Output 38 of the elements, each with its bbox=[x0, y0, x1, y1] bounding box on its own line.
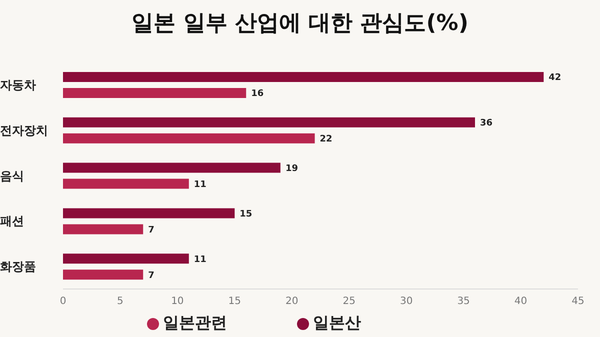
bar bbox=[63, 208, 235, 218]
x-tick-label: 45 bbox=[572, 296, 584, 308]
bar bbox=[63, 162, 280, 173]
x-tick-label: 25 bbox=[342, 296, 356, 308]
x-tick-label: 30 bbox=[400, 296, 413, 308]
bar bbox=[63, 117, 475, 128]
x-tick-label: 0 bbox=[60, 296, 66, 308]
data-label: 7 bbox=[148, 225, 154, 236]
y-tick-label: 화장품 bbox=[0, 260, 36, 274]
data-label: 16 bbox=[251, 89, 264, 100]
bar bbox=[63, 224, 144, 234]
legend-label: 일본산 bbox=[313, 313, 361, 332]
data-label: 15 bbox=[240, 209, 252, 220]
data-label: 11 bbox=[194, 180, 206, 190]
bar bbox=[63, 133, 315, 144]
data-label: 42 bbox=[548, 73, 562, 84]
x-tick-label: 35 bbox=[457, 296, 470, 308]
bar bbox=[63, 178, 189, 189]
chart-title: 일본 일부 산업에 대한 관심도(%) bbox=[130, 10, 470, 38]
x-tick-label: 15 bbox=[228, 296, 242, 308]
legend-label: 일본관련 bbox=[163, 313, 227, 332]
x-tick-label: 20 bbox=[286, 296, 298, 308]
bar bbox=[63, 88, 246, 98]
y-tick-label: 자동차 bbox=[0, 78, 36, 92]
y-tick-label: 전자장치 bbox=[0, 123, 48, 138]
x-tick-label: 5 bbox=[117, 296, 124, 308]
data-label: 7 bbox=[148, 270, 154, 281]
x-tick-label: 40 bbox=[514, 296, 528, 308]
bar bbox=[63, 72, 544, 82]
x-tick-label: 10 bbox=[171, 296, 184, 308]
data-label: 22 bbox=[320, 134, 332, 145]
data-label: 36 bbox=[480, 118, 493, 129]
y-tick-label: 패션 bbox=[0, 214, 24, 228]
y-tick-label: 음식 bbox=[0, 168, 24, 183]
bar bbox=[63, 254, 189, 264]
bar bbox=[63, 270, 144, 280]
data-label: 11 bbox=[194, 254, 206, 265]
data-label: 19 bbox=[285, 164, 298, 174]
